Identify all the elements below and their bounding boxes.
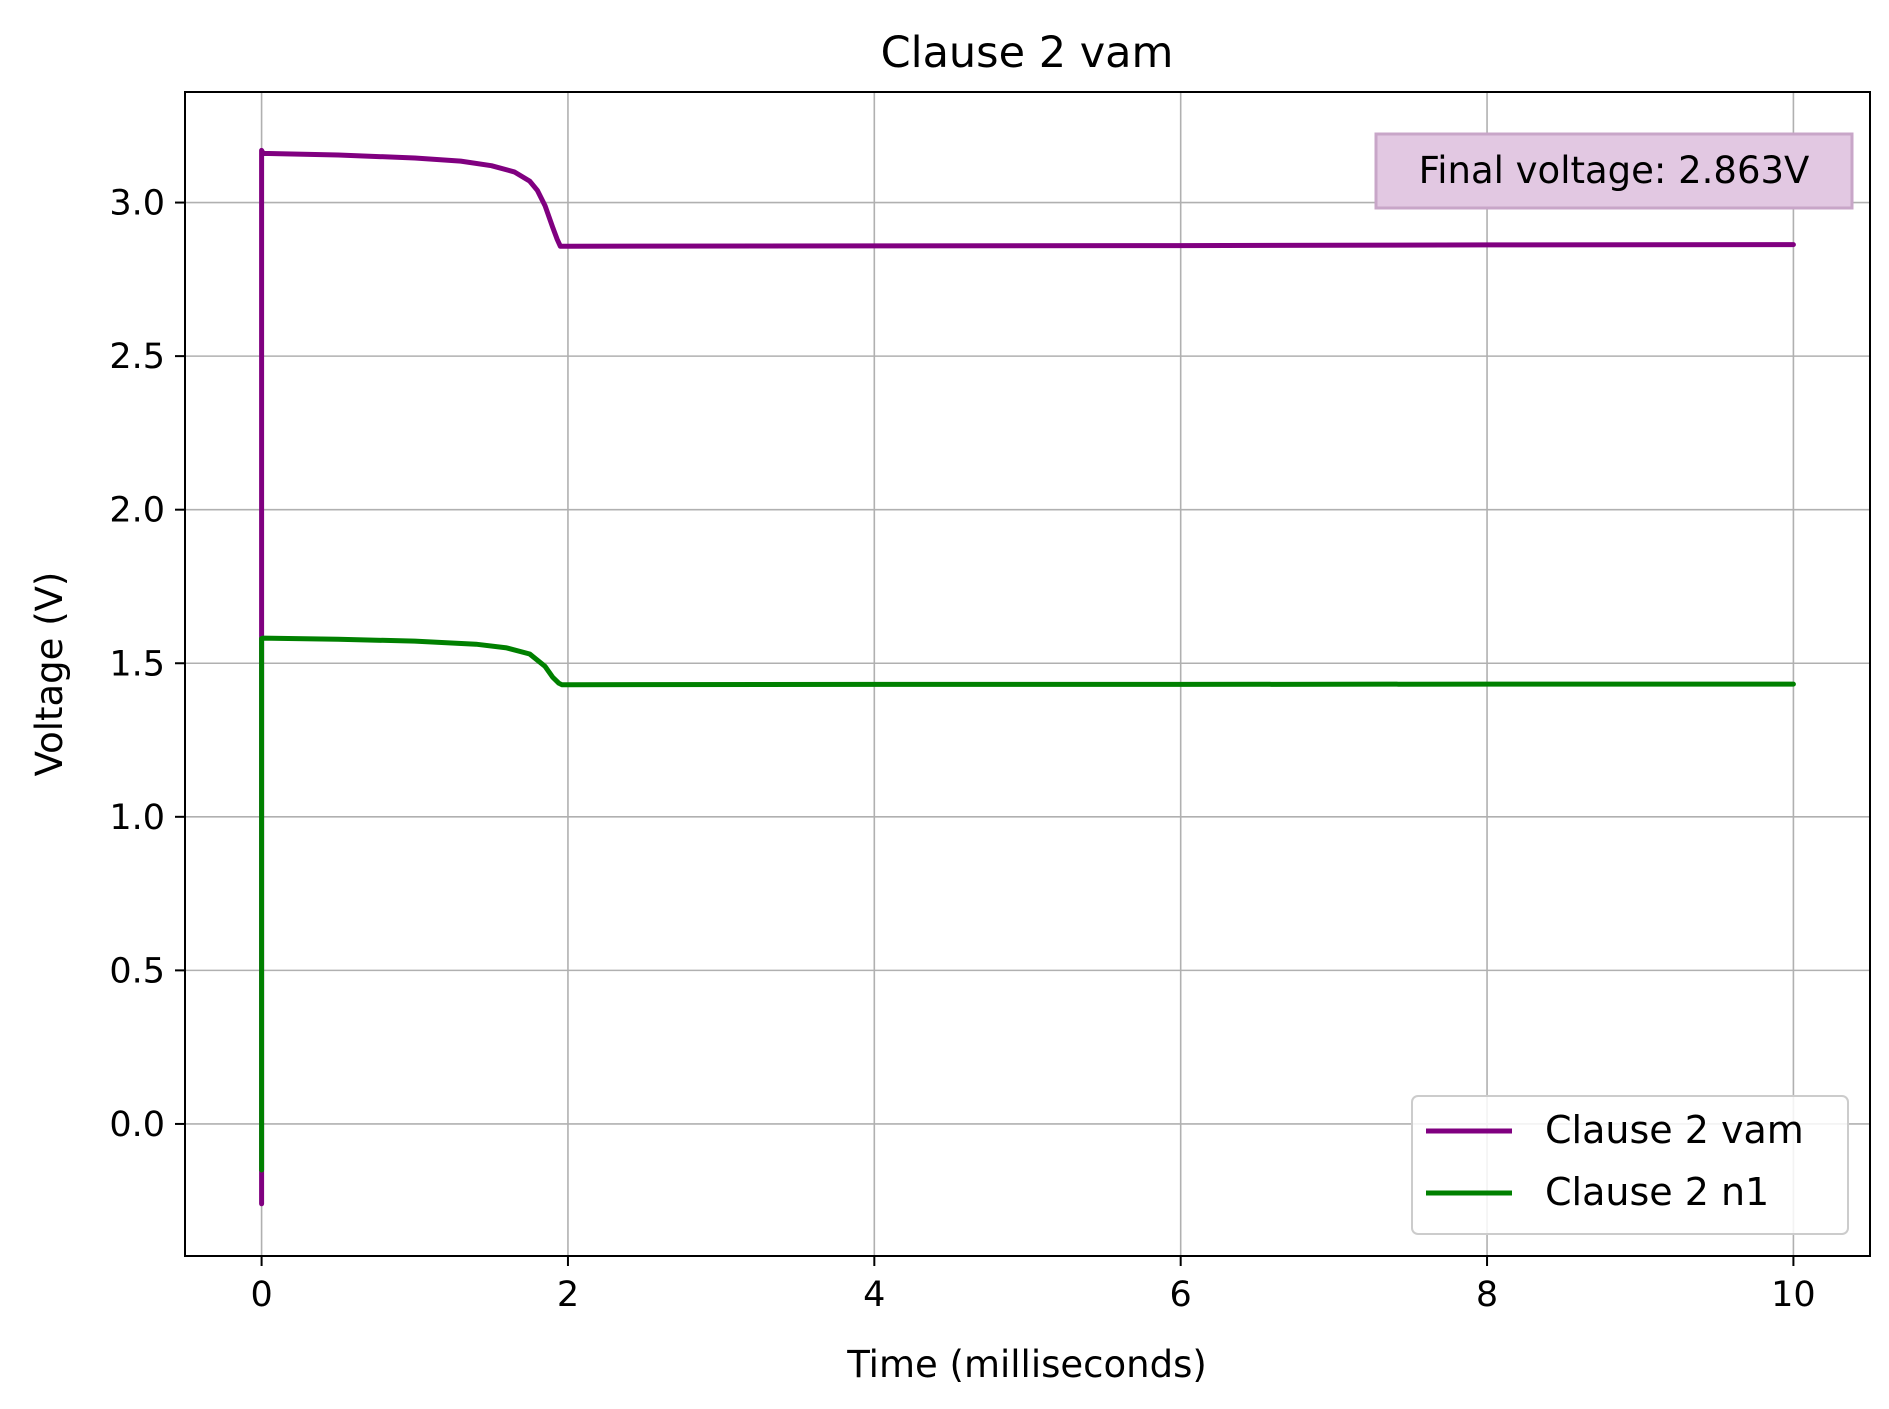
chart-title: Clause 2 vam: [881, 28, 1174, 78]
legend-label-clause-2-vam: Clause 2 vam: [1545, 1108, 1804, 1152]
series-line-clause-2-n1: [259, 635, 1796, 1173]
y-tick-label: 0.0: [109, 1105, 165, 1145]
y-tick-label: 2.5: [109, 337, 165, 377]
y-tick-label: 1.5: [109, 644, 165, 684]
y-tick-label: 2.0: [109, 491, 165, 531]
x-tick-label: 8: [1476, 1275, 1498, 1315]
annotation-box: [1374, 132, 1854, 210]
final-voltage-annotation: Final voltage: 2.863V: [1374, 132, 1854, 210]
x-tick-label: 2: [557, 1275, 579, 1315]
y-axis-label: Voltage (V): [28, 572, 71, 777]
series-line-clause-2-vam: [259, 147, 1796, 1207]
y-tick-label: 3.0: [109, 184, 165, 224]
x-tick-label: 6: [1170, 1275, 1192, 1315]
legend-label-clause-2-n1: Clause 2 n1: [1545, 1170, 1769, 1214]
y-tick-label: 1.0: [109, 798, 165, 838]
plot-series: [259, 147, 1796, 1207]
plot-area-frame: [184, 91, 1871, 1257]
legend-box: [1411, 1095, 1849, 1235]
y-tick-label: 0.5: [109, 951, 165, 991]
x-tick-label: 0: [250, 1275, 272, 1315]
x-tick-label: 10: [1771, 1275, 1816, 1315]
grid: [185, 92, 1870, 1256]
x-axis-label: Time (milliseconds): [846, 1343, 1207, 1386]
x-tick-label: 4: [863, 1275, 885, 1315]
axis-ticks: 0 2 4 6 8 10 0.0 0.5 1.0 1.5 2.0 2.5 3.0: [109, 184, 1815, 1315]
annotation-text: Final voltage: 2.863V: [1419, 149, 1810, 192]
legend: Clause 2 vam Clause 2 n1: [1411, 1095, 1849, 1235]
